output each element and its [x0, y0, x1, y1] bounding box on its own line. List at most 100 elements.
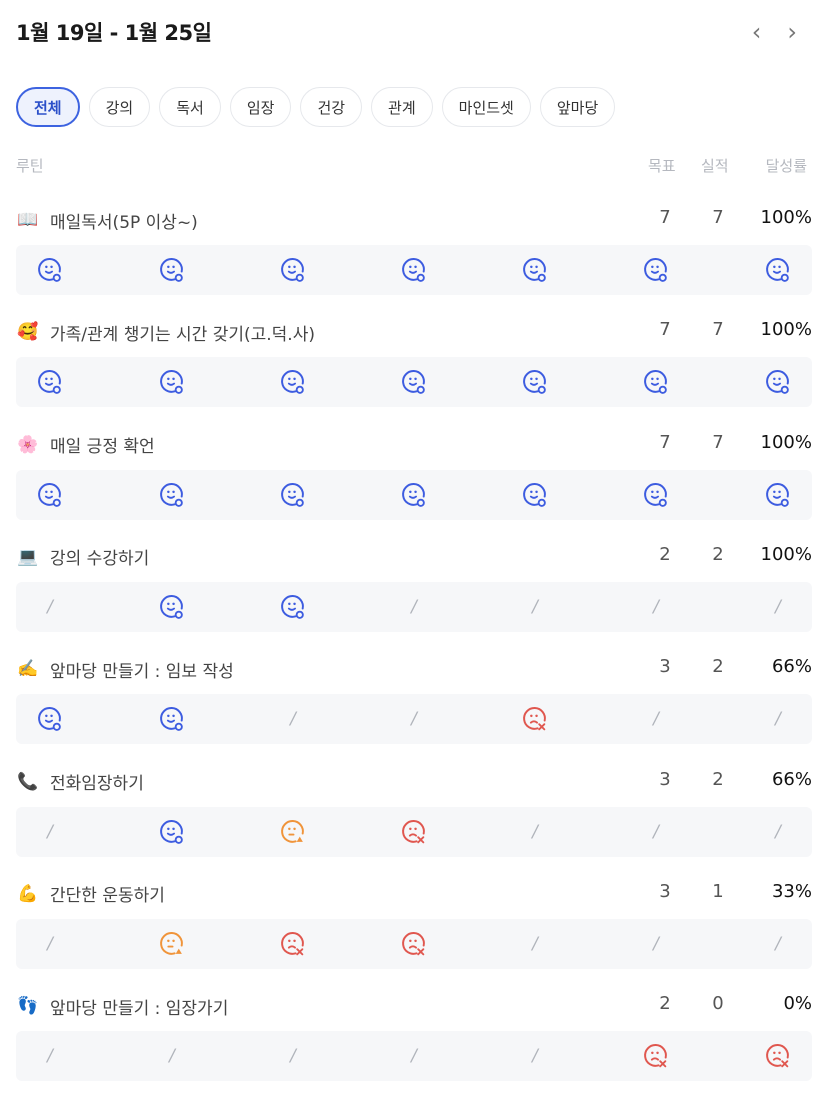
day-cell[interactable]: [389, 470, 439, 520]
day-cell[interactable]: [25, 245, 75, 295]
day-cell[interactable]: /: [631, 919, 681, 969]
day-cell[interactable]: [147, 357, 197, 407]
day-cell[interactable]: [631, 357, 681, 407]
day-cell[interactable]: [631, 245, 681, 295]
filter-chip[interactable]: 건강: [300, 87, 363, 127]
slash-icon: /: [775, 933, 781, 954]
day-cell[interactable]: [510, 357, 560, 407]
routine-emoji-icon: ✍️: [17, 659, 39, 680]
filter-chip[interactable]: 관계: [371, 87, 433, 127]
routine-goal: 2: [659, 543, 671, 565]
day-cell[interactable]: /: [510, 919, 560, 969]
day-cell[interactable]: /: [510, 582, 560, 632]
col-goal: 목표: [648, 157, 676, 175]
filter-chip[interactable]: 앞마당: [539, 87, 616, 127]
routine-rate: 100%: [760, 319, 812, 341]
day-cell[interactable]: [510, 245, 560, 295]
day-cell[interactable]: /: [631, 582, 681, 632]
day-cell[interactable]: [268, 582, 318, 632]
routine-row: 👣 앞마당 만들기 : 임장가기 2 0 0% / / / / /: [16, 993, 812, 1082]
day-cell[interactable]: /: [25, 807, 75, 857]
day-cell[interactable]: /: [389, 1031, 439, 1081]
filter-chip[interactable]: 임장: [229, 87, 292, 127]
day-cell[interactable]: [510, 694, 560, 744]
day-cell[interactable]: [25, 470, 75, 520]
day-cell[interactable]: /: [268, 694, 318, 744]
day-cell[interactable]: [389, 357, 439, 407]
day-status-strip: / / / / /: [16, 1031, 812, 1082]
day-cell[interactable]: /: [631, 694, 681, 744]
chevron-left-icon[interactable]: ‹: [751, 18, 762, 46]
day-cell[interactable]: /: [631, 807, 681, 857]
day-cell[interactable]: /: [753, 807, 803, 857]
filter-chip[interactable]: 전체: [16, 87, 80, 127]
day-cell[interactable]: /: [753, 582, 803, 632]
routine-title-row[interactable]: 💪 간단한 운동하기 3 1 33%: [16, 881, 812, 907]
day-cell[interactable]: /: [268, 1031, 318, 1081]
routine-goal: 2: [659, 993, 671, 1015]
day-cell[interactable]: [147, 245, 197, 295]
routine-title-row[interactable]: ✍️ 앞마당 만들기 : 임보 작성 3 2 66%: [16, 656, 812, 682]
day-cell[interactable]: [147, 807, 197, 857]
day-cell[interactable]: /: [510, 1031, 560, 1081]
day-cell[interactable]: [389, 245, 439, 295]
routine-title-row[interactable]: 🌸 매일 긍정 확언 7 7 100%: [16, 432, 812, 458]
day-cell[interactable]: /: [25, 582, 75, 632]
routine-title-row[interactable]: 📖 매일독서(5P 이상~) 7 7 100%: [16, 207, 812, 233]
slash-icon: /: [653, 821, 659, 842]
day-cell[interactable]: [268, 245, 318, 295]
col-actual: 실적: [701, 157, 729, 175]
day-cell[interactable]: /: [389, 694, 439, 744]
routine-goal: 3: [659, 656, 671, 678]
day-cell[interactable]: [147, 582, 197, 632]
day-cell[interactable]: [25, 694, 75, 744]
day-cell[interactable]: [753, 245, 803, 295]
day-cell[interactable]: [268, 357, 318, 407]
day-cell[interactable]: [753, 470, 803, 520]
day-cell[interactable]: [147, 694, 197, 744]
col-rate: 달성률: [765, 157, 807, 175]
slash-icon: /: [532, 821, 538, 842]
day-cell[interactable]: [389, 919, 439, 969]
day-cell[interactable]: [268, 470, 318, 520]
slash-icon: /: [47, 596, 53, 617]
day-cell[interactable]: [147, 470, 197, 520]
day-cell[interactable]: [147, 919, 197, 969]
day-cell[interactable]: [268, 919, 318, 969]
chevron-right-icon[interactable]: ›: [787, 18, 797, 46]
slash-icon: /: [290, 709, 296, 730]
day-cell[interactable]: [631, 1031, 681, 1081]
day-cell[interactable]: [25, 357, 75, 407]
routine-emoji-icon: 🌸: [17, 434, 39, 455]
routine-title-row[interactable]: 👣 앞마당 만들기 : 임장가기 2 0 0%: [16, 993, 812, 1019]
smile-done-icon: [766, 370, 789, 395]
routine-goal: 3: [659, 880, 671, 902]
day-cell[interactable]: [631, 470, 681, 520]
day-cell[interactable]: /: [25, 1031, 75, 1081]
filter-chip[interactable]: 강의: [88, 87, 151, 127]
sad-failed-icon: [766, 1044, 789, 1068]
slash-icon: /: [47, 933, 53, 954]
routine-title-row[interactable]: 📞 전화임장하기 3 2 66%: [16, 769, 812, 795]
filter-chip[interactable]: 마인드셋: [441, 87, 531, 127]
day-cell[interactable]: [268, 807, 318, 857]
day-cell[interactable]: /: [753, 694, 803, 744]
day-cell[interactable]: [389, 807, 439, 857]
day-status-strip: [16, 357, 812, 408]
sad-failed-icon: [402, 819, 425, 843]
routine-title-row[interactable]: 💻 강의 수강하기 2 2 100%: [16, 544, 812, 570]
routine-title-row[interactable]: 🥰 가족/관계 챙기는 시간 갖기(고.덕.사) 7 7 100%: [16, 319, 812, 345]
day-cell[interactable]: /: [753, 919, 803, 969]
filter-chip[interactable]: 독서: [159, 87, 221, 127]
day-cell[interactable]: /: [25, 919, 75, 969]
day-cell[interactable]: [753, 1031, 803, 1081]
routine-emoji-icon: 💻: [17, 546, 39, 567]
day-cell[interactable]: /: [510, 807, 560, 857]
day-cell[interactable]: [753, 357, 803, 407]
day-cell[interactable]: [510, 470, 560, 520]
day-cell[interactable]: /: [389, 582, 439, 632]
slash-icon: /: [290, 1046, 296, 1067]
slash-icon: /: [411, 709, 417, 730]
day-cell[interactable]: /: [147, 1031, 197, 1081]
slash-icon: /: [775, 709, 781, 730]
